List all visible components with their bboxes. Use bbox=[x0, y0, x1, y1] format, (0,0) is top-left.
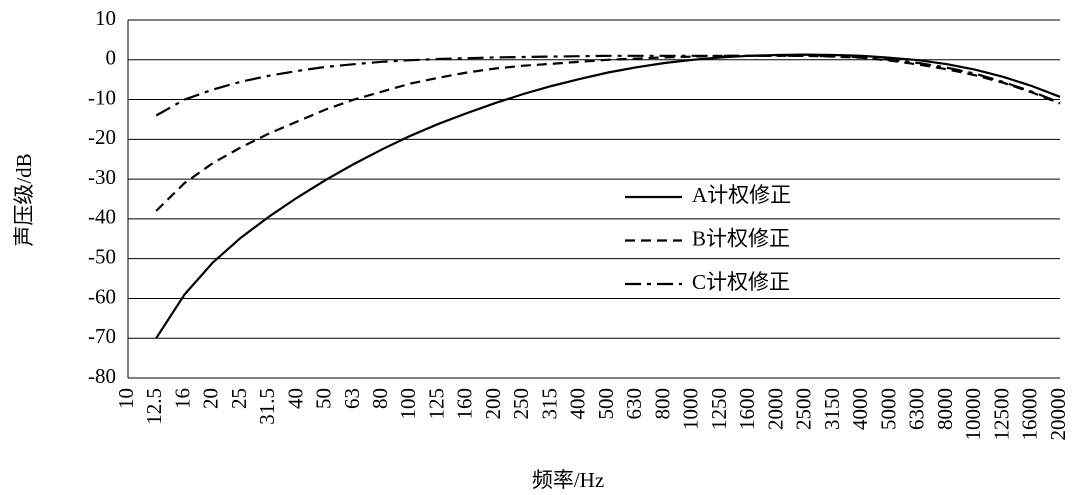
x-tick-label: 1600 bbox=[735, 388, 759, 430]
y-axis-label: 声压级/dB bbox=[12, 153, 36, 246]
y-tick-label: 10 bbox=[95, 6, 116, 30]
x-tick-label: 12.5 bbox=[142, 388, 166, 425]
x-tick-label: 2500 bbox=[792, 388, 816, 430]
y-tick-label: -50 bbox=[88, 244, 116, 268]
x-tick-label: 25 bbox=[227, 388, 251, 409]
y-tick-label: -40 bbox=[88, 205, 116, 229]
x-tick-label: 10000 bbox=[961, 388, 985, 441]
x-tick-label: 6300 bbox=[905, 388, 929, 430]
y-tick-label: -20 bbox=[88, 125, 116, 149]
x-tick-label: 250 bbox=[509, 388, 533, 420]
x-tick-label: 400 bbox=[566, 388, 590, 420]
x-tick-label: 800 bbox=[650, 388, 674, 420]
legend-label: C计权修正 bbox=[692, 270, 790, 294]
x-tick-label: 500 bbox=[594, 388, 618, 420]
x-tick-label: 16 bbox=[170, 388, 194, 409]
x-tick-label: 80 bbox=[368, 388, 392, 409]
x-tick-label: 31.5 bbox=[255, 388, 279, 425]
y-tick-label: -10 bbox=[88, 85, 116, 109]
x-tick-label: 3150 bbox=[820, 388, 844, 430]
y-tick-label: -70 bbox=[88, 324, 116, 348]
x-tick-label: 125 bbox=[424, 388, 448, 420]
x-tick-label: 63 bbox=[340, 388, 364, 409]
series-line bbox=[155, 53, 1061, 339]
x-tick-label: 315 bbox=[537, 388, 561, 420]
x-tick-label: 40 bbox=[283, 388, 307, 409]
x-tick-label: 1250 bbox=[707, 388, 731, 430]
x-tick-label: 100 bbox=[396, 388, 420, 420]
x-tick-label: 50 bbox=[312, 388, 336, 409]
x-tick-label: 8000 bbox=[933, 388, 957, 430]
series-line bbox=[155, 54, 1061, 117]
x-tick-label: 1000 bbox=[679, 388, 703, 430]
x-tick-label: 12500 bbox=[989, 388, 1013, 441]
x-tick-label: 16000 bbox=[1018, 388, 1042, 441]
x-tick-label: 200 bbox=[481, 388, 505, 420]
y-tick-label: -30 bbox=[88, 165, 116, 189]
y-tick-label: -60 bbox=[88, 284, 116, 308]
x-tick-label: 5000 bbox=[876, 388, 900, 430]
x-tick-label: 630 bbox=[622, 388, 646, 420]
x-tick-label: 4000 bbox=[848, 388, 872, 430]
legend-label: A计权修正 bbox=[692, 183, 791, 207]
x-tick-label: 20000 bbox=[1046, 388, 1070, 441]
x-tick-label: 160 bbox=[453, 388, 477, 420]
x-axis-label: 频率/Hz bbox=[532, 468, 604, 492]
x-tick-label: 2000 bbox=[763, 388, 787, 430]
y-tick-label: 0 bbox=[106, 46, 117, 70]
x-tick-label: 10 bbox=[114, 388, 138, 409]
series-line bbox=[155, 54, 1061, 212]
legend-label: B计权修正 bbox=[692, 226, 790, 250]
x-tick-label: 20 bbox=[199, 388, 223, 409]
y-tick-label: -80 bbox=[88, 364, 116, 388]
